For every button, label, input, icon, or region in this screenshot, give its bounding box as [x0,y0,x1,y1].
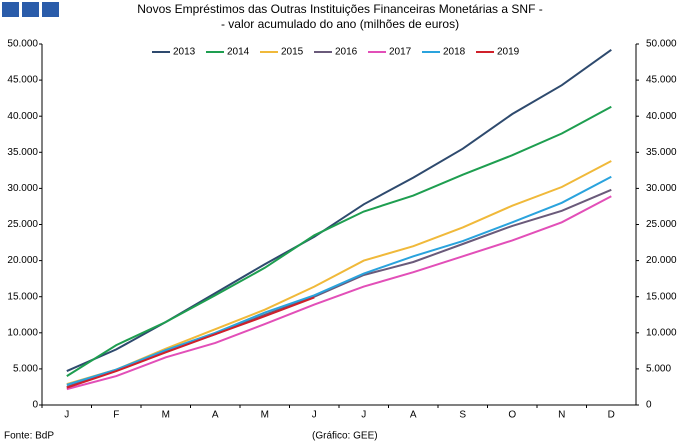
logo-square [2,2,19,17]
series-line [66,160,612,386]
y2-tick-label: 25.000 [646,219,677,230]
logo-square [22,2,39,17]
series-line [66,48,612,373]
x-tick-label: D [608,410,615,421]
y-tick-label: 25.000 [7,219,38,230]
y2-tick-label: 40.000 [646,111,677,122]
x-tick-label: J [312,410,317,421]
credit: (Gráfico: GEE) [312,431,378,442]
y2-tick-label: 50.000 [646,39,677,50]
source: Fonte: BdP [4,431,54,442]
y-tick-label: 50.000 [7,39,38,50]
logo-square [42,2,59,17]
x-tick-label: M [261,410,269,421]
legend-label: 2019 [497,47,520,58]
y2-tick-label: 5.000 [646,364,671,375]
y2-tick-label: 15.000 [646,291,677,302]
x-tick-label: J [64,410,69,421]
legend-label: 2018 [443,47,466,58]
legend-label: 2015 [281,47,304,58]
x-tick-label: N [558,410,565,421]
y-tick-label: 35.000 [7,147,38,158]
x-tick-label: M [162,410,170,421]
chart-subtitle: - valor acumulado do ano (milhões de eur… [221,17,459,31]
y-tick-label: 30.000 [7,183,38,194]
y-tick-label: 45.000 [7,75,38,86]
y2-tick-label: 35.000 [646,147,677,158]
series-line [66,296,315,389]
y-tick-label: 0 [32,400,38,411]
x-tick-label: J [361,410,366,421]
x-tick-label: S [459,410,466,421]
y2-tick-label: 30.000 [646,183,677,194]
y2-tick-label: 0 [646,400,652,411]
y-tick-label: 15.000 [7,291,38,302]
y2-tick-label: 20.000 [646,255,677,266]
x-tick-label: O [508,410,516,421]
chart-title: Novos Empréstimos das Outras Instituiçõe… [137,2,542,16]
y-tick-label: 40.000 [7,111,38,122]
series-line [66,175,612,386]
legend-label: 2014 [227,47,250,58]
legend-label: 2017 [389,47,412,58]
y-tick-label: 20.000 [7,255,38,266]
legend-label: 2016 [335,47,358,58]
series-line [66,195,612,391]
x-tick-label: F [113,410,119,421]
series-line [66,105,612,377]
x-tick-label: A [410,410,417,421]
y-tick-label: 5.000 [13,364,38,375]
legend-label: 2013 [173,47,196,58]
x-tick-label: A [212,410,219,421]
y-tick-label: 10.000 [7,327,38,338]
y2-tick-label: 10.000 [646,327,677,338]
y2-tick-label: 45.000 [646,75,677,86]
